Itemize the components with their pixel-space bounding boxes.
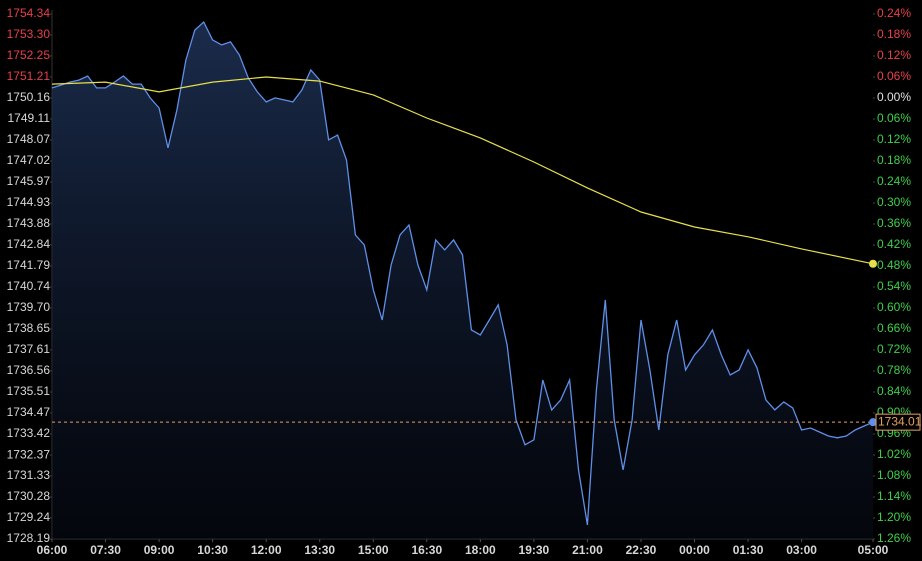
last-price-label: 1734.01	[878, 414, 922, 428]
x-tick-label: 12:00	[251, 543, 282, 557]
y-tick-label: 1732.37	[7, 447, 51, 461]
y2-tick-label: 1.26%	[877, 531, 911, 545]
y2-tick-label: 0.18%	[877, 27, 911, 41]
x-tick-label: 03:00	[786, 543, 817, 557]
x-tick-label: 10:30	[197, 543, 228, 557]
y-tick-label: 1753.30	[7, 27, 51, 41]
y-tick-label: 1735.51	[7, 384, 51, 398]
x-tick-label: 07:30	[90, 543, 121, 557]
y2-tick-label: 0.84%	[877, 384, 911, 398]
y-tick-label: 1728.19	[7, 531, 51, 545]
y-tick-label: 1737.61	[7, 342, 51, 356]
y-tick-label: 1745.97	[7, 174, 51, 188]
y-tick-label: 1740.74	[7, 279, 51, 293]
y2-tick-label: 0.54%	[877, 279, 911, 293]
y2-tick-label: 0.12%	[877, 48, 911, 62]
last-price-box	[875, 413, 921, 431]
last-price-dot	[869, 418, 877, 427]
y-tick-label: 1749.11	[8, 111, 51, 125]
x-tick-label: 19:30	[519, 543, 550, 557]
y-tick-label: 1733.42	[7, 426, 51, 440]
y-tick-label: 1739.70	[7, 300, 51, 314]
y2-tick-label: 0.72%	[877, 342, 911, 356]
y2-tick-label: 0.66%	[877, 321, 911, 335]
y2-tick-label: 1.08%	[877, 468, 911, 482]
x-tick-label: 01:30	[733, 543, 764, 557]
y2-tick-label: 0.42%	[877, 237, 911, 251]
x-tick-label: 06:00	[37, 543, 68, 557]
y2-tick-label: 0.06%	[877, 111, 911, 125]
y-tick-label: 1751.21	[7, 69, 51, 83]
y2-tick-label: 0.36%	[877, 216, 911, 230]
x-tick-label: 00:00	[679, 543, 710, 557]
y-tick-label: 1741.79	[7, 258, 51, 272]
y2-tick-label: 0.78%	[877, 363, 911, 377]
x-tick-label: 22:30	[626, 543, 657, 557]
y-tick-label: 1744.93	[7, 195, 51, 209]
y2-tick-label: 0.48%	[877, 258, 911, 272]
y2-tick-label: 1.14%	[877, 489, 911, 503]
x-tick-label: 13:30	[304, 543, 335, 557]
x-tick-label: 09:00	[144, 543, 175, 557]
area	[52, 22, 873, 539]
y2-tick-label: 0.60%	[877, 300, 911, 314]
y-tick-label: 1731.33	[7, 468, 51, 482]
y2-tick-label: 0.24%	[877, 174, 911, 188]
average-line	[51, 76, 874, 265]
y-tick-label: 1748.07	[7, 132, 51, 146]
x-tick-label: 18:00	[465, 543, 496, 557]
y2-tick-label: 1.20%	[877, 510, 911, 524]
y-tick-label: 1729.24	[7, 510, 51, 524]
y2-tick-label: 0.18%	[877, 153, 911, 167]
x-tick-label: 16:30	[411, 543, 442, 557]
y2-tick-label: 0.00%	[877, 90, 911, 104]
average-dot	[869, 259, 877, 268]
y2-tick-label: 0.24%	[877, 6, 911, 20]
price-line	[51, 20, 874, 526]
x-tick-label: 15:00	[358, 543, 389, 557]
y-tick-label: 1734.47	[7, 405, 51, 419]
y-tick-label: 1750.16	[7, 90, 51, 104]
y2-tick-label: 0.12%	[877, 132, 911, 146]
y-tick-label: 1754.34	[7, 6, 51, 20]
x-tick-label: 05:00	[858, 543, 889, 557]
y-tick-label: 1738.65	[7, 321, 51, 335]
y-tick-label: 1730.28	[7, 489, 51, 503]
y-tick-label: 1743.88	[7, 216, 51, 230]
y-tick-label: 1747.02	[7, 153, 51, 167]
y-tick-label: 1736.56	[7, 363, 51, 377]
y-tick-label: 1742.84	[7, 237, 51, 251]
x-tick-label: 21:00	[572, 543, 603, 557]
y2-tick-label: 0.06%	[877, 69, 911, 83]
y-tick-label: 1752.25	[7, 48, 51, 62]
y2-tick-label: 1.02%	[877, 447, 911, 461]
y2-tick-label: 0.30%	[877, 195, 911, 209]
